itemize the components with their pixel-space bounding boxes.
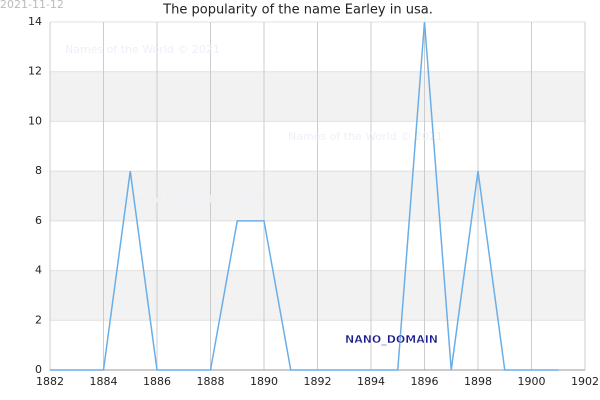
x-tick-label: 1890 xyxy=(250,375,278,388)
y-tick-label: 6 xyxy=(35,214,42,227)
x-tick-label: 1882 xyxy=(36,375,64,388)
x-tick-label: 1894 xyxy=(357,375,385,388)
date-stamp: 2021-11-12 xyxy=(0,0,64,11)
x-tick-label: 1892 xyxy=(304,375,332,388)
y-tick-label: 10 xyxy=(28,114,42,127)
y-tick-label: 14 xyxy=(28,15,42,28)
x-tick-label: 1900 xyxy=(518,375,546,388)
watermark: Names of the World © 2021 xyxy=(288,130,443,143)
x-tick-label: 1884 xyxy=(90,375,118,388)
x-tick-label: 1896 xyxy=(411,375,439,388)
line xyxy=(50,21,559,371)
x-tick-label: 1886 xyxy=(143,375,171,388)
x-tick-label: 1888 xyxy=(197,375,225,388)
y-tick-label: 2 xyxy=(35,313,42,326)
y-tick-label: 8 xyxy=(35,164,42,177)
y-tick-label: 4 xyxy=(35,264,42,277)
watermark: Names of the World © 2021 xyxy=(110,193,265,206)
x-tick-label: 1902 xyxy=(571,375,599,388)
watermark: Names of the World © 2021 xyxy=(65,43,220,56)
y-tick-label: 0 xyxy=(35,363,42,376)
y-tick-label: 12 xyxy=(28,65,42,78)
brand: NANO_DOMAIN xyxy=(345,333,438,346)
chart-title: The popularity of the name Earley in usa… xyxy=(162,3,433,18)
x-tick-label: 1898 xyxy=(464,375,492,388)
